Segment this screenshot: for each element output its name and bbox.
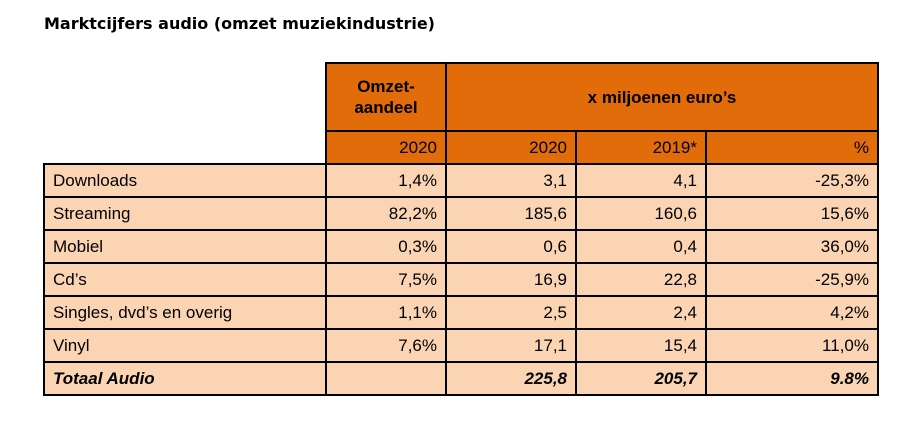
blank-corner-sub — [44, 131, 326, 164]
row-label: Singles, dvd’s en overig — [43, 295, 327, 330]
row-label: Cd’s — [43, 262, 327, 297]
row-2020: 16,9 — [445, 262, 577, 297]
row-2019: 15,4 — [575, 328, 707, 363]
table-row: Downloads 1,4% 3,1 4,1 -25,3% — [43, 163, 879, 198]
header-omzet-aandeel: Omzet- aandeel — [325, 62, 447, 132]
header-row-main: Omzet- aandeel x miljoenen euro’s — [44, 62, 879, 132]
row-share: 1,4% — [325, 163, 447, 198]
header-sub-2019: 2019* — [575, 130, 707, 165]
header-omzet-line1: Omzet- — [357, 77, 415, 96]
row-2019: 160,6 — [575, 196, 707, 231]
row-2020: 3,1 — [445, 163, 577, 198]
table-row: Vinyl 7,6% 17,1 15,4 11,0% — [43, 328, 879, 363]
total-label: Totaal Audio — [43, 361, 327, 396]
table-row: Singles, dvd’s en overig 1,1% 2,5 2,4 4,… — [43, 295, 879, 330]
row-2020: 185,6 — [445, 196, 577, 231]
total-2019: 205,7 — [575, 361, 707, 396]
row-percent: -25,9% — [705, 262, 879, 297]
row-share: 82,2% — [325, 196, 447, 231]
row-share: 7,5% — [325, 262, 447, 297]
row-label: Mobiel — [43, 229, 327, 264]
row-percent: -25,3% — [705, 163, 879, 198]
row-2019: 0,4 — [575, 229, 707, 264]
page-title: Marktcijfers audio (omzet muziekindustri… — [44, 14, 435, 33]
row-label: Downloads — [43, 163, 327, 198]
row-share: 7,6% — [325, 328, 447, 363]
row-2020: 2,5 — [445, 295, 577, 330]
total-share — [325, 361, 447, 396]
audio-figures-table: Omzet- aandeel x miljoenen euro’s 2020 2… — [43, 62, 879, 396]
table-row: Streaming 82,2% 185,6 160,6 15,6% — [43, 196, 879, 231]
row-2019: 4,1 — [575, 163, 707, 198]
table-row: Cd’s 7,5% 16,9 22,8 -25,9% — [43, 262, 879, 297]
header-sub-2020: 2020 — [445, 130, 577, 165]
table-row: Mobiel 0,3% 0,6 0,4 36,0% — [43, 229, 879, 264]
row-label: Streaming — [43, 196, 327, 231]
row-label: Vinyl — [43, 328, 327, 363]
row-share: 0,3% — [325, 229, 447, 264]
header-millions: x miljoenen euro’s — [445, 62, 879, 132]
header-sub-percent: % — [705, 130, 879, 165]
row-percent: 4,2% — [705, 295, 879, 330]
row-2019: 2,4 — [575, 295, 707, 330]
total-row: Totaal Audio 225,8 205,7 9.8% — [43, 361, 879, 396]
row-percent: 36,0% — [705, 229, 879, 264]
row-percent: 11,0% — [705, 328, 879, 363]
row-percent: 15,6% — [705, 196, 879, 231]
row-2019: 22,8 — [575, 262, 707, 297]
row-2020: 17,1 — [445, 328, 577, 363]
header-sub-share-year: 2020 — [325, 130, 447, 165]
total-2020: 225,8 — [445, 361, 577, 396]
blank-corner — [44, 63, 326, 131]
total-percent: 9.8% — [705, 361, 879, 396]
row-share: 1,1% — [325, 295, 447, 330]
row-2020: 0,6 — [445, 229, 577, 264]
header-omzet-line2: aandeel — [354, 98, 418, 117]
header-row-sub: 2020 2020 2019* % — [44, 130, 879, 165]
